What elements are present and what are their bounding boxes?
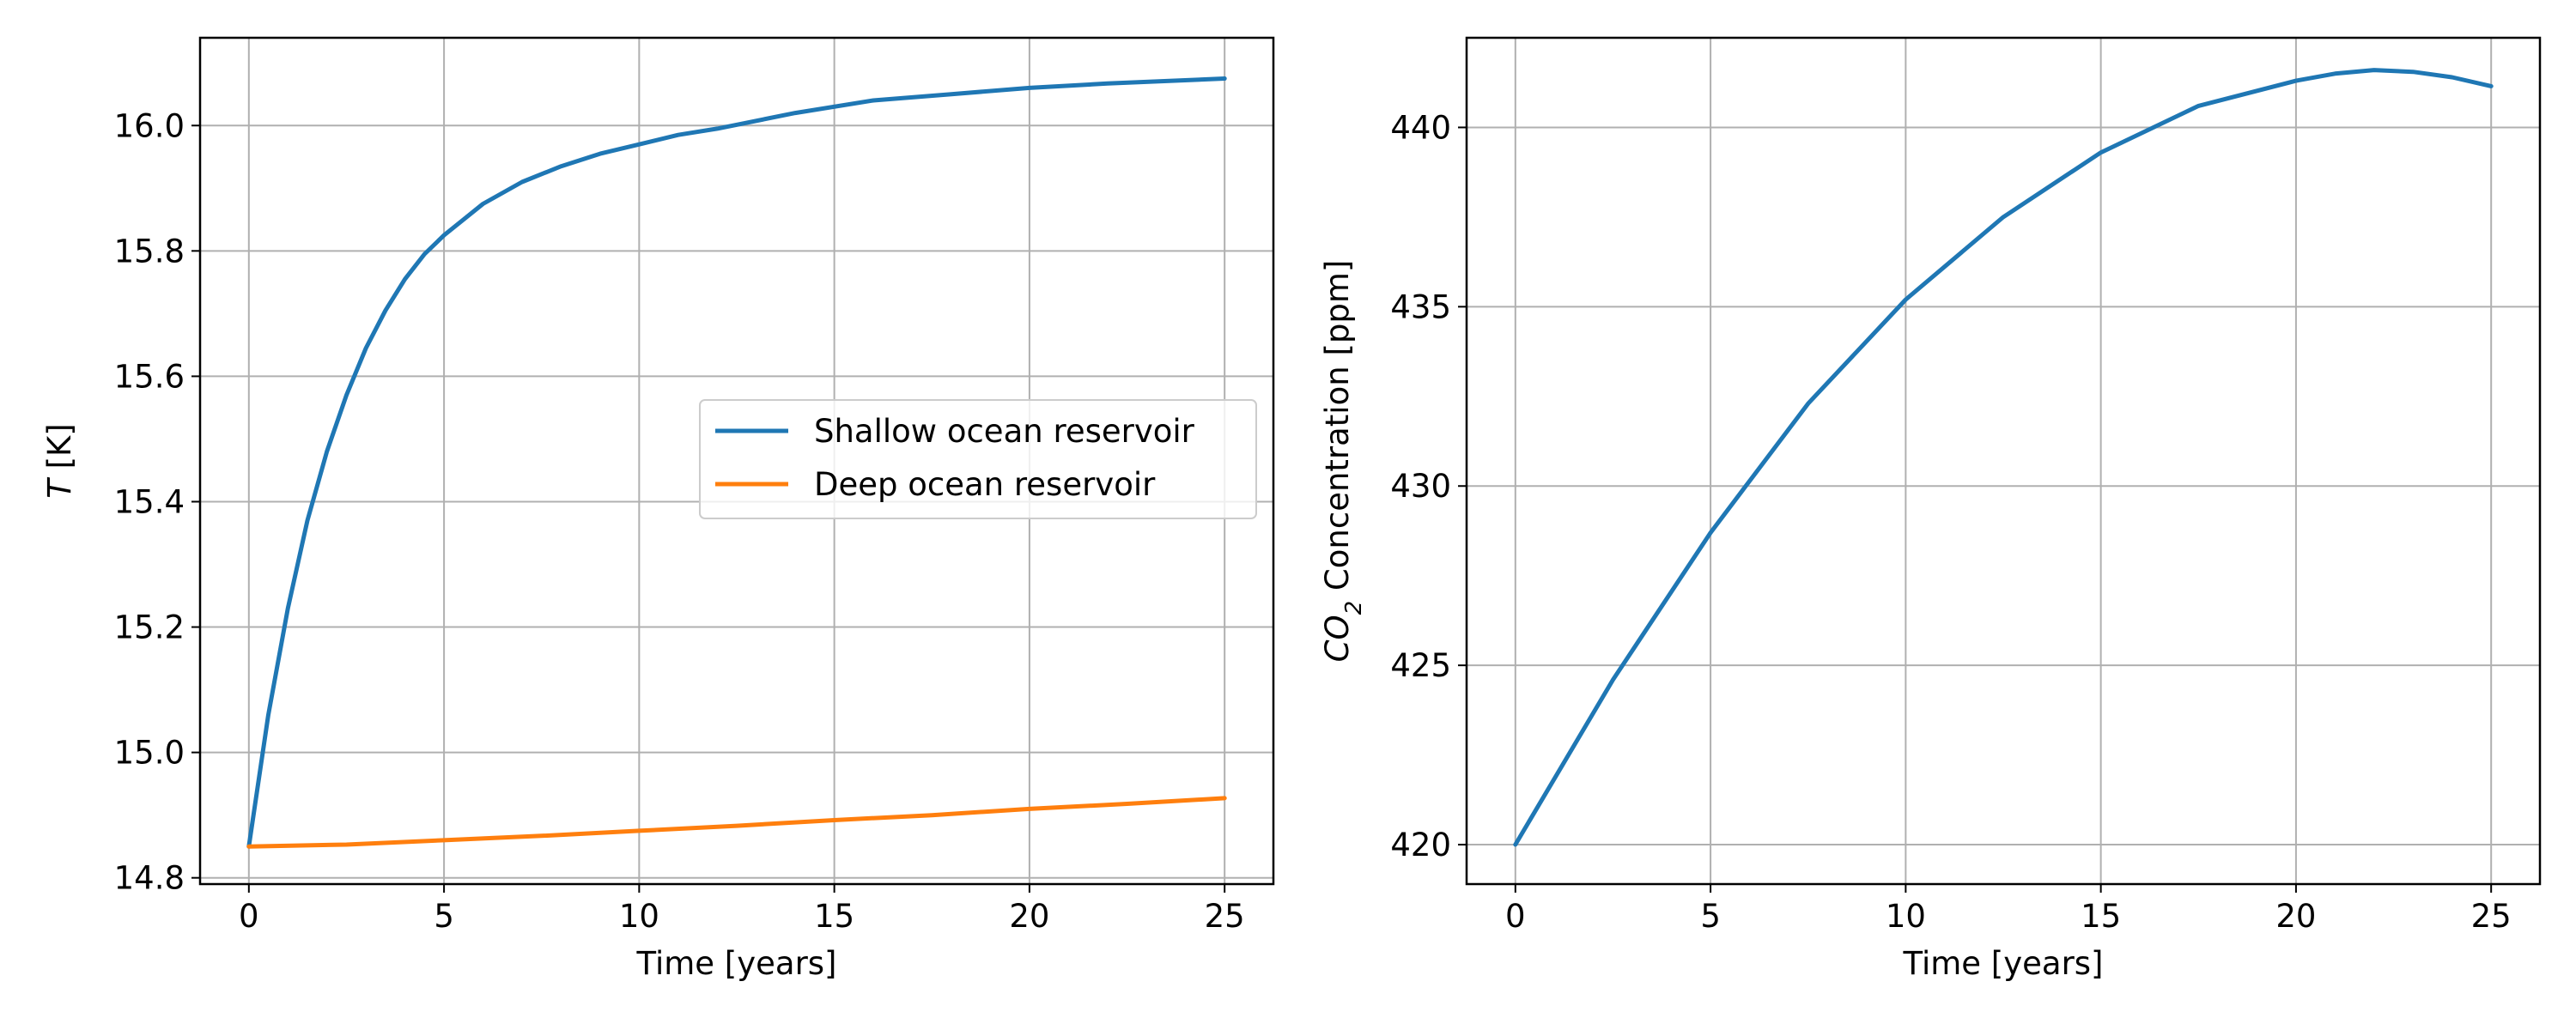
x-tick-label: 10	[619, 898, 659, 935]
y-tick-label: 15.2	[114, 609, 185, 646]
y-tick-label: 425	[1390, 647, 1451, 684]
x-tick-label: 0	[1505, 898, 1526, 935]
legend-box	[699, 399, 1257, 519]
series-lines	[246, 76, 1227, 849]
y-tick-label: 15.6	[114, 358, 185, 395]
legend-label-deep: Deep ocean reservoir	[814, 466, 1156, 503]
y-tick-label: 440	[1390, 109, 1451, 146]
plot-frame	[1465, 36, 2542, 886]
plot-frame	[198, 36, 1275, 886]
y-axis-label-variable: CO	[1319, 615, 1356, 662]
legend: Shallow ocean reservoir Deep ocean reser…	[699, 399, 1257, 519]
y-tick-label: 16.0	[114, 107, 185, 144]
co2-panel: 0 5 10 15 20 25 420 425 430 435 440 Time [years] C…	[1319, 36, 2542, 982]
x-tick-label: 5	[434, 898, 454, 935]
x-tick-label: 10	[1886, 898, 1926, 935]
x-tick-label: 15	[814, 898, 854, 935]
y-tick-label: 15.8	[114, 233, 185, 270]
y-tick-label: 420	[1390, 827, 1451, 863]
y-tick-label: 15.0	[114, 735, 185, 772]
series-lines	[1513, 68, 2494, 847]
x-tick-label: 15	[2081, 898, 2121, 935]
y-axis-label-unit: [K]	[41, 423, 78, 479]
x-tick-label: 25	[1205, 898, 1245, 935]
x-tick-label: 20	[2275, 898, 2316, 935]
x-tick-label: 5	[1700, 898, 1721, 935]
y-tick-label: 15.4	[114, 483, 185, 520]
y-axis-label: CO2 Concentration [ppm]	[1319, 260, 1367, 663]
grid-lines	[1467, 38, 2540, 884]
temperature-panel: 0 5 10 15 20 25 14.8 15.0 15.2 15.4 15.6 15.8 16.0 T…	[41, 36, 1275, 982]
y-tick-label: 14.8	[114, 860, 185, 897]
series-line-1	[246, 796, 1227, 849]
y-axis-label: T [K]	[41, 423, 78, 499]
x-axis-label: Time [years]	[1902, 945, 2103, 982]
x-tick-label: 20	[1009, 898, 1049, 935]
legend-label-shallow: Shallow ocean reservoir	[814, 413, 1195, 450]
y-axis-label-unit: Concentration [ppm]	[1319, 260, 1356, 601]
series-line-0	[246, 76, 1227, 849]
axis-ticks: 0 5 10 15 20 25 420 425 430 435 440	[1390, 109, 2511, 935]
y-axis-label-variable: T	[41, 477, 78, 499]
x-axis-label: Time [years]	[635, 945, 836, 982]
axis-ticks: 0 5 10 15 20 25 14.8 15.0 15.2 15.4 15.6 15.8 16.0	[114, 107, 1245, 935]
y-axis-label-subscript: 2	[1341, 601, 1367, 615]
x-tick-label: 0	[239, 898, 259, 935]
y-tick-label: 430	[1390, 468, 1451, 505]
x-tick-label: 25	[2471, 898, 2512, 935]
series-line-0	[1513, 68, 2494, 847]
y-tick-label: 435	[1390, 288, 1451, 325]
